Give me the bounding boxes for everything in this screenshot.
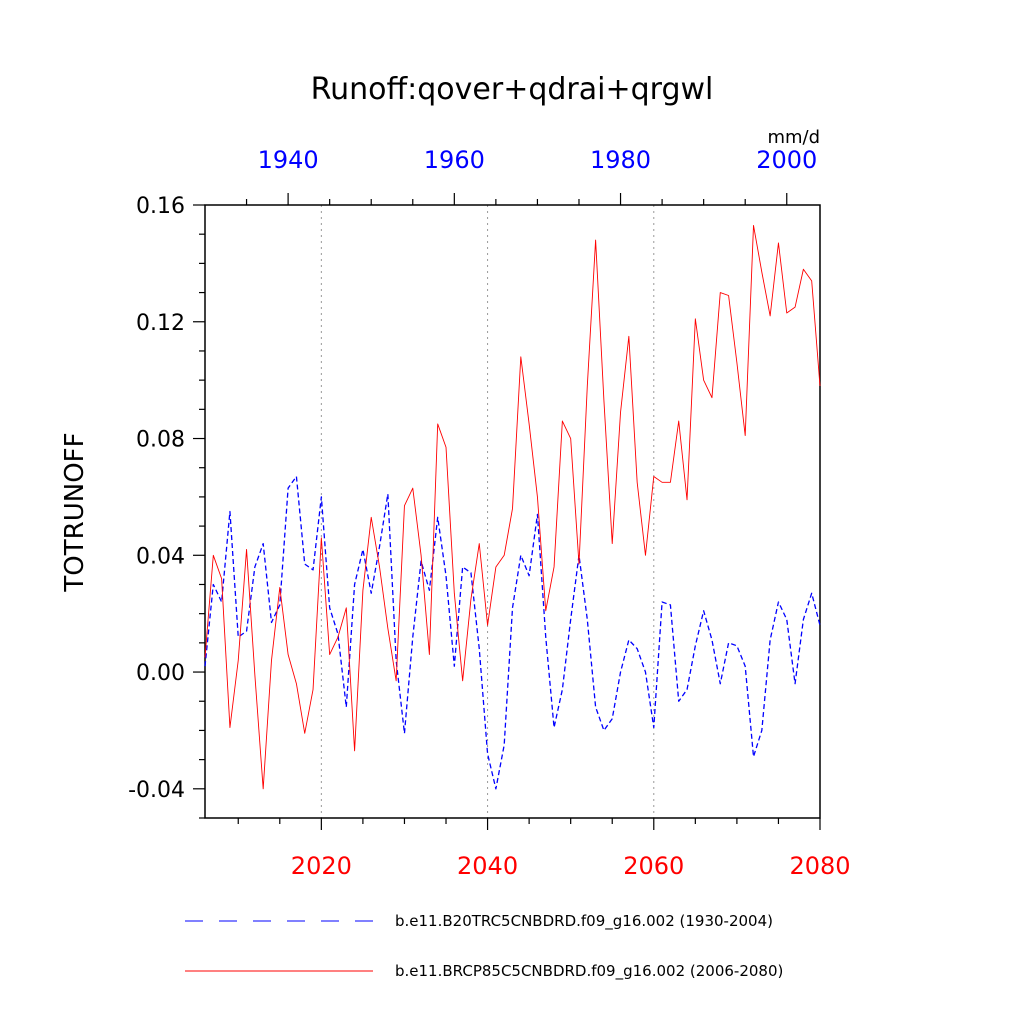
x-bottom-tick-label: 2080 [789,852,850,880]
vertical-grid [320,205,655,818]
tick-labels: 0.16 0.12 0.08 0.04 0.00 -0.04 2020 2040 2060 208… [128,146,850,880]
x-top-tick-label: 2000 [756,146,817,174]
x-top-tick-label: 1980 [590,146,651,174]
x-top-tick-label: 1960 [424,146,485,174]
chart-title: Runoff:qover+qdrai+qrgwl [311,72,714,107]
y-tick-label: 0.16 [136,194,185,219]
plot-frame [204,204,821,819]
plot-axes [193,193,821,830]
series-line-2 [204,224,821,790]
y-tick-label: 0.00 [136,661,185,686]
x-bottom-tick-label: 2040 [457,852,518,880]
y-tick-label: 0.08 [136,428,185,453]
legend-label-series-1: b.e11.B20TRC5CNBDRD.f09_g16.002 (1930-20… [395,912,773,931]
y-axis-label: TOTRUNOFF [60,432,90,592]
legend: b.e11.B20TRC5CNBDRD.f09_g16.002 (1930-20… [185,912,783,981]
series-line-1 [204,475,821,790]
series-layer [204,224,821,790]
y-tick-label: -0.04 [128,778,185,803]
y-tick-label: 0.04 [136,544,185,569]
x-bottom-tick-label: 2020 [291,852,352,880]
x-bottom-tick-label: 2060 [623,852,684,880]
x-top-tick-label: 1940 [258,146,319,174]
units-label: mm/d [767,127,820,148]
legend-label-series-2: b.e11.BRCP85C5CNBDRD.f09_g16.002 (2006-2… [395,962,783,981]
y-tick-label: 0.12 [136,311,185,336]
